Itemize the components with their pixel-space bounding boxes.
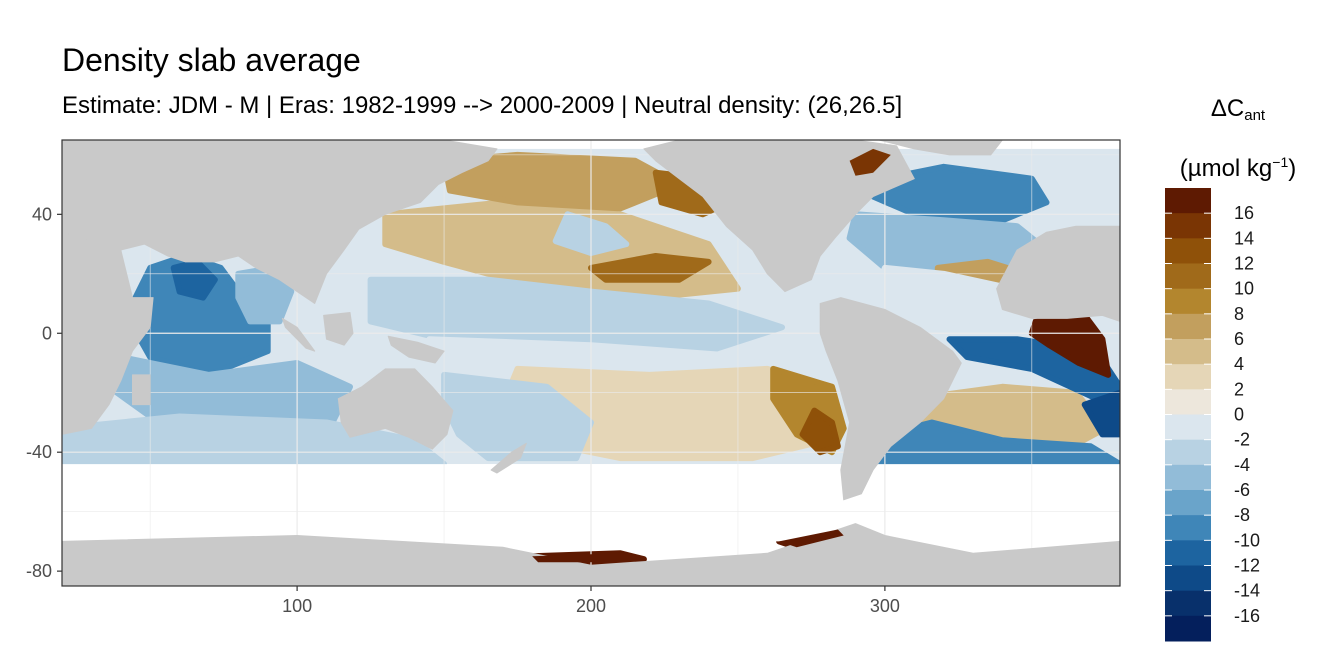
land-greenland [878,140,1003,156]
y-tick-label: 40 [32,204,52,224]
y-tick-label: 0 [42,323,52,343]
land-australia [337,368,454,450]
region-antarctica-peninsula-brown-overlay [532,553,644,563]
colorbar-bin [1165,389,1211,415]
legend-title-quantity: ΔCant [1156,86,1320,139]
land-antarctica [62,523,1120,586]
land-new-zealand [490,442,527,474]
legend-title-unit: (µmol kg−1) [1156,139,1320,192]
colorbar-label: -6 [1234,480,1250,500]
land-madagascar [132,374,151,406]
colorbar-bin [1165,339,1211,365]
region-weddell-sea-brown-overlay [779,529,844,548]
land-layer [62,140,1120,586]
colorbar-bin [1165,414,1211,441]
colorbar-bin [1165,213,1211,239]
colorbar-label: 6 [1234,329,1244,349]
colorbar-label: 0 [1234,405,1244,425]
region-north-pacific-west [441,151,683,212]
land-sumatra [281,317,316,352]
colorbar-label: 12 [1234,254,1254,274]
colorbar-bin [1165,615,1211,642]
colorbar-label: 16 [1234,203,1254,223]
region-north-atlantic-subpolar-blue [870,163,1050,224]
land-borneo [323,312,354,346]
land-north-america [643,140,915,293]
region-west-africa-brown [1028,312,1112,378]
colorbar-label: -16 [1234,606,1260,626]
legend-unit-suffix: ) [1288,155,1297,182]
region-south-pacific-dark-brown [799,407,841,456]
colorbar-label: -12 [1234,556,1260,576]
colorbar-bin [1165,313,1211,340]
colorbar-legend: 16 14 12 10 8 6 4 2 0 -2 -4 -6 -8 -10 -12 -14 -16 [1165,188,1260,642]
colorbar-label: -10 [1234,530,1260,550]
colorbar-label: 4 [1234,354,1244,374]
colorbar-bin [1165,364,1211,390]
chart-title: Density slab average [62,42,361,78]
colorbar-bin [1165,540,1211,566]
region-labrador-sea-brown-overlay [849,148,891,176]
legend-title: ΔCant (µmol kg−1) [1156,86,1320,192]
x-tick-label: 200 [576,596,606,616]
region-south-atlantic-east-blue [1081,389,1120,438]
colorbar-bin [1165,490,1211,516]
region-equatorial-pacific-light [426,336,815,378]
chart-subtitle: Estimate: JDM - M | Eras: 1982-1999 --> … [62,92,903,119]
x-tick-label: 100 [282,596,312,616]
land-africa-west [996,225,1120,322]
colorbar-label: 14 [1234,228,1254,248]
land-south-america [819,297,962,501]
colorbar-bin [1165,238,1211,264]
legend-unit-prefix: (µmol kg [1179,155,1273,182]
legend-title-main: ΔC [1210,95,1245,122]
colorbar-label: 2 [1234,379,1244,399]
colorbar-bin [1165,439,1211,466]
y-tick-label: -40 [26,442,52,462]
colorbar-label: -4 [1234,455,1250,475]
colorbar-label: 10 [1234,279,1254,299]
colorbar-label: -14 [1234,581,1260,601]
colorbar-label: 8 [1234,304,1244,324]
colorbar-bin [1165,565,1211,592]
colorbar-bin [1165,188,1211,214]
land-new-guinea [387,335,445,364]
legend-title-sub: ant [1244,107,1266,124]
colorbar-bin [1165,590,1211,617]
colorbar-bin [1165,464,1211,491]
colorbar-label: -2 [1234,430,1250,450]
colorbar-bin [1165,515,1211,541]
colorbar-label: -8 [1234,505,1250,525]
region-north-atlantic-tropical [870,264,1041,331]
land-africa [62,231,154,435]
colorbar-bin [1165,263,1211,290]
land-eurasia-north [62,140,498,304]
region-indian-ocean-arabian-sea [170,258,218,301]
legend-unit-sup: −1 [1272,154,1289,170]
x-tick-label: 300 [870,596,900,616]
colorbar-bin [1165,288,1211,315]
y-tick-label: -80 [26,561,52,581]
